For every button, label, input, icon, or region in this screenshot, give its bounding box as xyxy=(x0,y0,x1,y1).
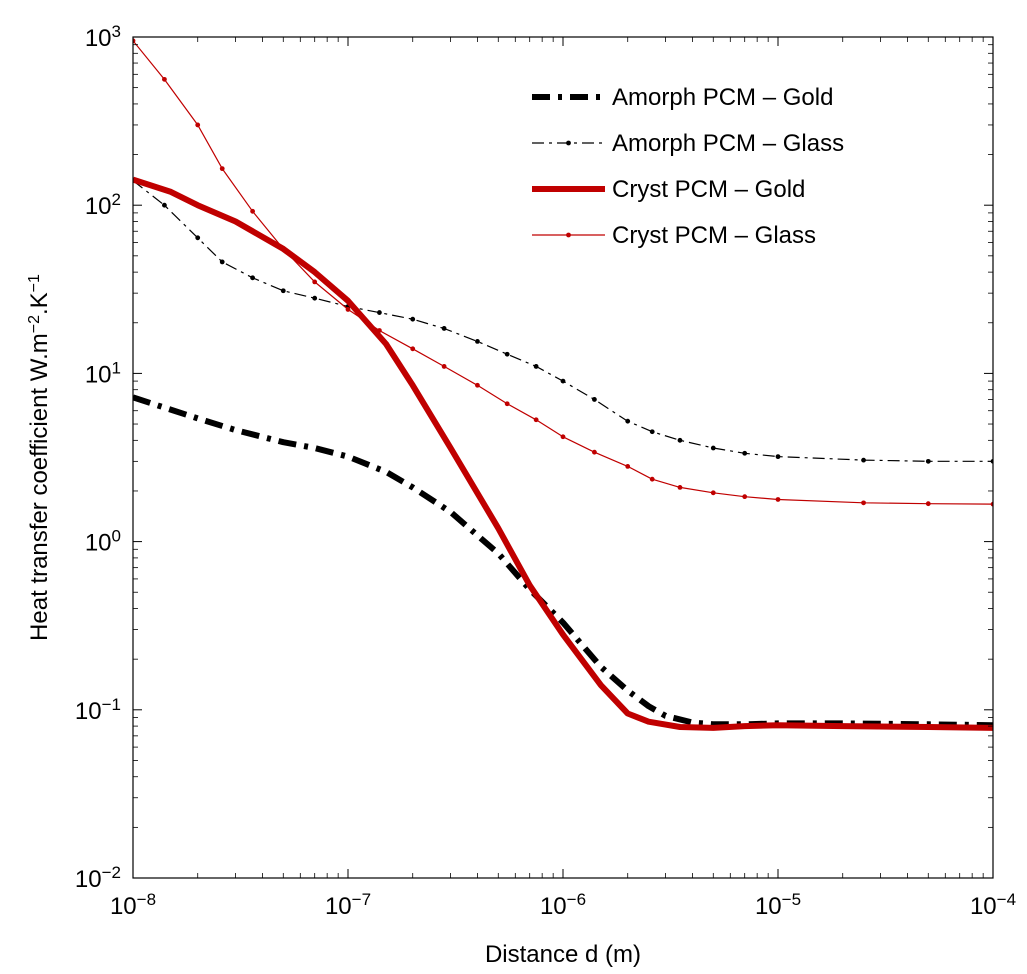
data-point xyxy=(162,202,167,208)
data-point xyxy=(219,259,225,265)
data-point xyxy=(592,449,597,455)
data-point xyxy=(710,490,716,496)
y-tick-label: 10−2 xyxy=(75,863,121,894)
data-point xyxy=(312,279,318,285)
data-point xyxy=(195,122,201,128)
legend-label: Amorph PCM – Glass xyxy=(612,130,844,157)
data-point xyxy=(625,418,631,424)
data-point xyxy=(861,500,866,506)
series-layer xyxy=(133,38,993,731)
legend-label: Amorph PCM – Gold xyxy=(612,84,833,111)
data-point xyxy=(475,382,480,388)
y-axis-label-mid: .K xyxy=(26,292,53,315)
series-4 xyxy=(133,38,993,507)
data-point xyxy=(677,437,683,443)
y-tick-label: 103 xyxy=(85,22,121,53)
x-tick-label: 10−4 xyxy=(970,890,1016,921)
data-point xyxy=(925,501,931,507)
legend-marker xyxy=(566,232,571,238)
legend: Amorph PCM – Gold Amorph PCM – Glass Cryst… xyxy=(532,84,844,249)
data-point xyxy=(410,316,416,322)
data-point xyxy=(742,494,748,500)
x-tick-label: 10−5 xyxy=(755,890,801,921)
data-point xyxy=(533,364,539,369)
x-axis-label: Distance d (m) xyxy=(485,941,641,968)
data-point xyxy=(219,166,225,172)
data-point xyxy=(441,326,447,331)
data-point xyxy=(710,445,716,451)
data-point xyxy=(504,351,510,357)
data-point xyxy=(560,378,566,384)
y-axis-label-exp2: −1 xyxy=(26,274,43,292)
y-axis-label-base: Heat transfer coefficient W.m xyxy=(26,333,53,641)
data-point xyxy=(861,457,866,463)
data-point xyxy=(775,497,781,502)
legend-label: Cryst PCM – Gold xyxy=(612,176,805,203)
data-point xyxy=(475,338,480,344)
data-point xyxy=(649,429,655,435)
series-2 xyxy=(133,178,993,464)
data-point xyxy=(925,458,931,464)
y-axis-label: Heat transfer coefficient W.m−2.K−1 xyxy=(26,274,54,641)
data-point xyxy=(250,275,256,281)
y-tick-label: 100 xyxy=(85,526,121,557)
x-tick-label: 10−8 xyxy=(110,890,156,921)
data-point xyxy=(775,454,781,460)
data-point xyxy=(677,485,683,490)
data-point xyxy=(280,246,286,252)
y-tick-label: 101 xyxy=(85,358,121,389)
legend-marker xyxy=(566,140,571,146)
x-tick-label: 10−7 xyxy=(325,890,371,921)
data-point xyxy=(533,417,539,423)
data-point xyxy=(592,397,597,402)
x-tick-label: 10−6 xyxy=(540,890,586,921)
data-point xyxy=(377,328,382,333)
data-point xyxy=(345,307,351,312)
data-point xyxy=(250,208,256,214)
data-point xyxy=(504,401,510,407)
series-line xyxy=(133,176,993,731)
data-point xyxy=(195,235,201,241)
data-point xyxy=(377,310,382,315)
series-3 xyxy=(133,176,993,731)
y-tick-label: 10−1 xyxy=(75,694,121,725)
ticks-layer: 10−8 10−7 10−6 10−5 10−4 10−2 10−1 100 101 102 103 xyxy=(75,22,1016,921)
data-point xyxy=(560,434,566,440)
data-point xyxy=(742,450,748,456)
data-point xyxy=(410,346,416,352)
data-point xyxy=(649,476,655,482)
y-axis-label-exp1: −2 xyxy=(26,315,43,333)
legend-label: Cryst PCM – Glass xyxy=(612,222,816,249)
y-tick-label: 102 xyxy=(85,190,121,221)
data-point xyxy=(312,295,318,301)
data-point xyxy=(625,463,631,469)
data-point xyxy=(280,288,286,294)
data-point xyxy=(441,364,447,369)
data-point xyxy=(162,76,167,82)
